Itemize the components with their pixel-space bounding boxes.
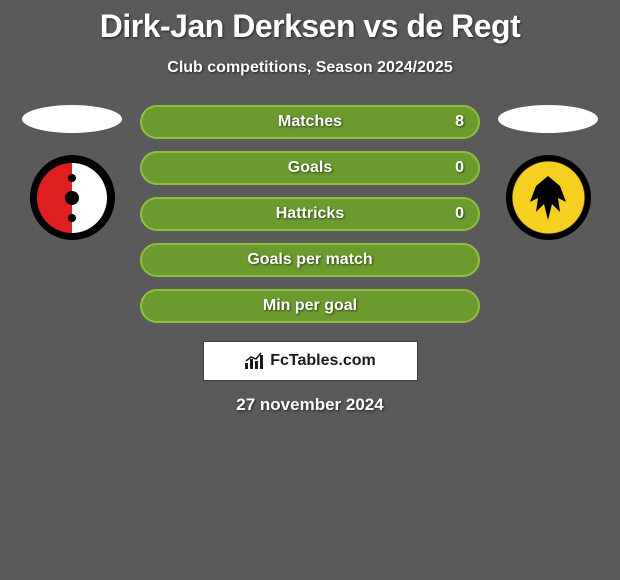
stat-value-right: 0: [455, 159, 464, 177]
stat-bar: Goals per match: [140, 243, 480, 277]
stats-column: Matches 8 Goals 0 Hattricks 0 Goals per match M…: [140, 105, 480, 323]
footer: FcTables.com 27 november 2024: [0, 341, 620, 415]
stat-value-right: 8: [455, 113, 464, 131]
subtitle: Club competitions, Season 2024/2025: [0, 59, 620, 77]
stat-bar: Min per goal: [140, 289, 480, 323]
stat-bar: Hattricks 0: [140, 197, 480, 231]
stat-value-right: 0: [455, 205, 464, 223]
brand-box[interactable]: FcTables.com: [203, 341, 418, 381]
page-title: Dirk-Jan Derksen vs de Regt: [0, 0, 620, 45]
stat-bar: Goals 0: [140, 151, 480, 185]
eagle-icon: [518, 168, 578, 228]
stat-label: Matches: [278, 113, 342, 131]
player-right-column: [498, 105, 598, 240]
date-label: 27 november 2024: [236, 395, 383, 415]
club-logo-left-icon: [37, 163, 107, 233]
player-right-avatar: [498, 105, 598, 133]
stat-label: Hattricks: [276, 205, 344, 223]
club-logo-right: [506, 155, 591, 240]
stat-bar: Matches 8: [140, 105, 480, 139]
brand-label: FcTables.com: [270, 352, 376, 370]
chart-icon: [244, 352, 264, 370]
stat-label: Min per goal: [263, 297, 357, 315]
player-left-avatar: [22, 105, 122, 133]
stat-label: Goals: [288, 159, 332, 177]
club-logo-left: [30, 155, 115, 240]
stat-label: Goals per match: [247, 251, 372, 269]
comparison-row: Matches 8 Goals 0 Hattricks 0 Goals per match M…: [0, 105, 620, 323]
player-left-column: [22, 105, 122, 240]
